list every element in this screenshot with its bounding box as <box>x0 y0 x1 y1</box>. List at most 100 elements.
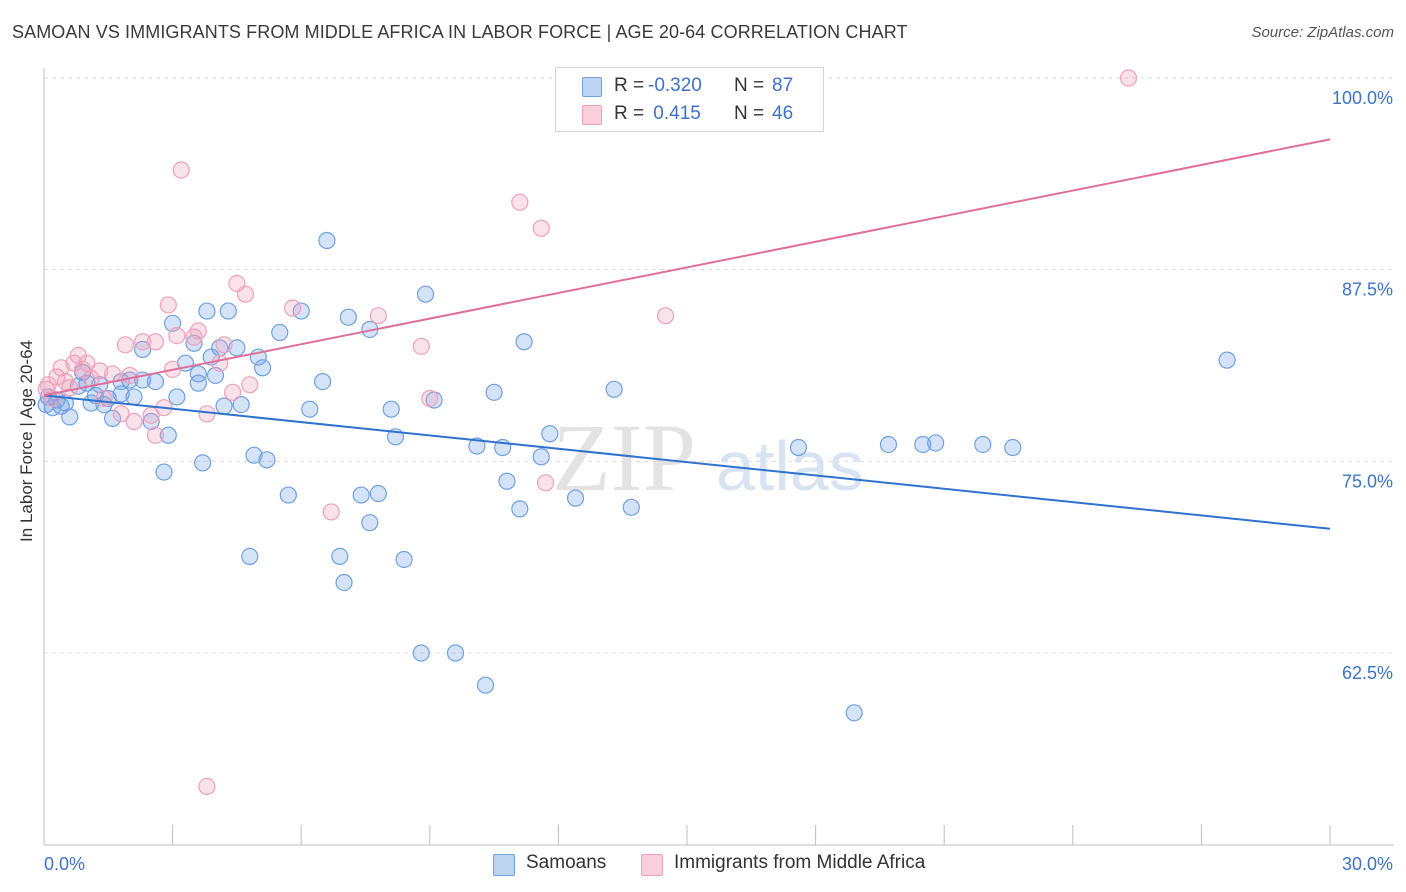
legend-swatch-middle-africa <box>582 105 602 125</box>
samoan-point <box>485 383 503 401</box>
watermark-atlas: atlas <box>716 427 864 505</box>
y-tick-label: 100.0% <box>1332 88 1393 108</box>
samoan-point <box>189 374 207 392</box>
samoan-point <box>112 385 130 403</box>
samoan-point <box>914 435 932 454</box>
samoan-point <box>845 704 863 722</box>
middle-africa-point <box>536 474 555 492</box>
middle-africa-point <box>116 336 135 354</box>
samoan-point <box>541 425 559 443</box>
samoan-point <box>331 547 349 566</box>
samoan-point <box>369 484 387 503</box>
samoan-point <box>927 434 945 452</box>
middle-africa-point <box>284 299 302 317</box>
legend-n-value: 46 <box>772 103 794 124</box>
middle-africa-point <box>241 376 259 394</box>
samoan-point <box>61 408 79 426</box>
middle-africa-point <box>146 426 165 444</box>
middle-africa-point <box>322 503 340 521</box>
samoan-point <box>395 550 413 569</box>
y-tick-label: 75.0% <box>1342 471 1393 491</box>
middle-africa-point <box>412 337 430 355</box>
watermark-zip: ZIP <box>552 404 696 511</box>
samoan-point <box>416 285 435 303</box>
middle-africa-point <box>133 333 152 351</box>
samoans-points <box>37 231 1236 722</box>
middle-africa-point <box>172 161 190 179</box>
middle-africa-points <box>37 69 1138 796</box>
samoan-point <box>194 454 212 472</box>
samoan-point <box>446 644 465 662</box>
samoan-point <box>159 426 177 444</box>
middle-africa-point <box>215 336 233 354</box>
samoan-point <box>1218 351 1236 369</box>
samoan-point <box>476 676 495 694</box>
samoan-point <box>515 333 533 351</box>
chart-source: Source: ZipAtlas.com <box>1251 24 1394 41</box>
samoan-point <box>468 437 486 455</box>
x-tick-label: 0.0% <box>44 854 85 874</box>
middle-africa-point <box>91 362 109 380</box>
samoan-point <box>789 438 808 457</box>
trend-lines <box>43 138 1331 530</box>
y-tick-label: 87.5% <box>1342 280 1393 300</box>
middle-africa-point <box>146 333 165 351</box>
middle-africa-point <box>532 219 550 237</box>
samoan-point <box>125 388 143 406</box>
bottom-legend-label-middle-africa: Immigrants from Middle Africa <box>674 852 926 873</box>
samoan-point <box>146 373 165 391</box>
middle-africa-point <box>224 383 242 401</box>
samoan-point <box>232 396 250 414</box>
middle-africa-point <box>369 307 387 325</box>
bottom-legend-swatch-middle-africa <box>641 854 663 876</box>
samoan-point <box>241 547 259 566</box>
middle-africa-point <box>103 365 122 383</box>
axes <box>43 68 1394 846</box>
samoan-point <box>279 486 297 504</box>
legend-r-label: R = <box>614 103 645 124</box>
middle-africa-point <box>421 389 439 408</box>
legend-row-samoans: R = -0.320 N = 87 <box>556 72 823 100</box>
middle-africa-point <box>236 285 255 303</box>
legend-r-value: 0.415 <box>648 103 701 124</box>
y-tick-label: 62.5% <box>1342 663 1393 683</box>
middle-africa-point <box>1119 69 1138 87</box>
middle-africa-point <box>511 193 529 211</box>
samoan-point <box>219 302 237 320</box>
samoan-point <box>879 435 898 454</box>
samoan-point <box>352 486 370 504</box>
stats-legend: R = -0.320 N = 87 R = 0.415 N = 46 <box>555 67 824 132</box>
samoan-point <box>382 400 400 418</box>
x-tick-label: 30.0% <box>1342 854 1393 874</box>
legend-row-middle-africa: R = 0.415 N = 46 <box>556 100 823 128</box>
samoan-point <box>189 365 207 383</box>
tick-labels: 62.5% 75.0% 87.5% 100.0% 0.0% 30.0% <box>44 88 1393 874</box>
samoan-point <box>258 451 276 469</box>
samoan-point <box>361 514 379 532</box>
middle-africa-point <box>52 359 70 377</box>
bottom-legend-swatch-samoans <box>493 854 515 876</box>
legend-n-label: N = <box>734 103 765 124</box>
samoan-point <box>103 409 122 427</box>
samoan-point <box>339 308 357 326</box>
samoan-point <box>532 448 550 466</box>
samoan-point <box>198 302 216 320</box>
middle-africa-point <box>189 322 207 340</box>
samoan-point <box>215 397 233 415</box>
samoan-point <box>318 231 336 250</box>
legend-r-value: -0.320 <box>648 75 702 96</box>
legend-n-label: N = <box>734 75 765 96</box>
samoan-point <box>1004 438 1022 457</box>
middle-africa-point <box>125 412 143 431</box>
middle-africa-point <box>48 368 66 386</box>
legend-swatch-samoans <box>582 77 602 97</box>
middle-africa-point <box>168 327 186 345</box>
samoan-point <box>511 500 529 518</box>
samoan-point <box>566 489 585 507</box>
middle-africa-point <box>121 366 139 385</box>
middle-africa-point <box>61 379 79 397</box>
samoan-point <box>271 323 289 342</box>
samoan-point <box>254 359 272 377</box>
gridlines <box>44 77 1394 654</box>
